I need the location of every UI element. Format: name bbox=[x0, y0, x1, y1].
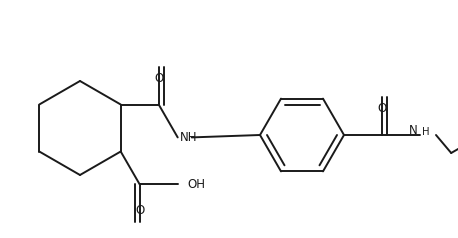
Text: NH: NH bbox=[180, 131, 197, 144]
Text: O: O bbox=[135, 204, 144, 217]
Text: N: N bbox=[409, 124, 418, 137]
Text: O: O bbox=[377, 102, 387, 115]
Text: O: O bbox=[154, 71, 164, 84]
Text: OH: OH bbox=[188, 178, 206, 191]
Text: H: H bbox=[422, 127, 430, 137]
